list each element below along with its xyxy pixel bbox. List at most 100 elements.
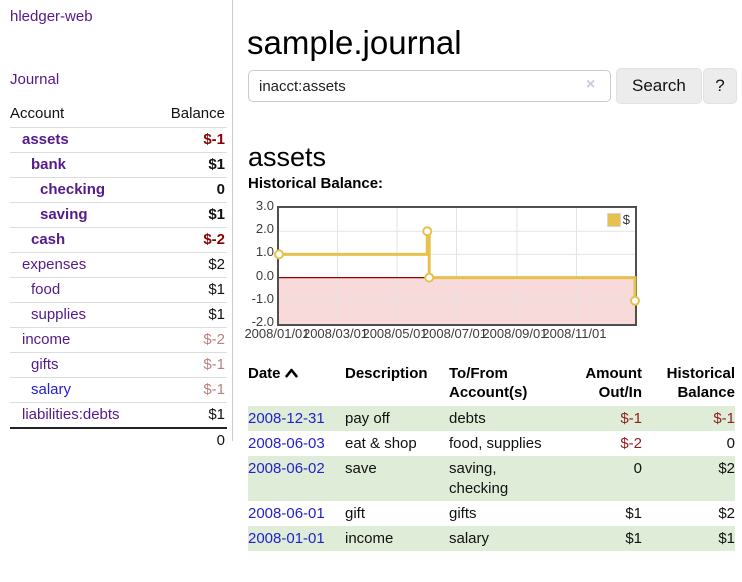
nav-journal-link[interactable]: Journal: [10, 71, 60, 88]
legend-swatch-icon: [606, 212, 621, 227]
register-header-date-label: Date: [248, 365, 281, 382]
sidebar-account-cell: bank: [10, 152, 152, 178]
register-accounts-cell: gifts: [449, 505, 477, 522]
sidebar-account-cell: gifts: [10, 352, 152, 378]
sidebar-total-row: 0: [10, 427, 227, 453]
chart-plot-area: $: [274, 206, 640, 326]
register-balance-cell: $2: [718, 505, 735, 522]
y-axis-tick-label: 3.0: [255, 198, 274, 213]
sidebar-total-spacer: [10, 427, 152, 453]
x-axis-tick-label: 2008/05/01: [362, 326, 428, 341]
accounts-header-account: Account: [10, 101, 152, 128]
sidebar-account-link[interactable]: cash: [31, 231, 66, 248]
sidebar-account-link[interactable]: salary: [31, 381, 72, 398]
sidebar-account-balance: $-1: [152, 127, 227, 153]
sidebar-account-cell: salary: [10, 377, 152, 403]
register-date-cell: 2008-06-03: [248, 431, 345, 456]
register-balance-cell: $-1: [713, 410, 735, 427]
sidebar-account-cell: food: [10, 277, 152, 303]
register-date-link[interactable]: 2008-06-01: [248, 505, 325, 522]
sidebar-account-balance: $-2: [152, 227, 227, 253]
sidebar-account-link[interactable]: supplies: [31, 306, 87, 323]
sidebar-account-link[interactable]: assets: [22, 131, 69, 148]
x-axis-tick-label: 2008/11/01: [542, 326, 607, 341]
sidebar-account-row: expenses $2: [10, 252, 227, 278]
register-row: 2008-06-01 gift gifts $1 $2: [248, 501, 735, 526]
sidebar-account-link[interactable]: liabilities:debts: [22, 406, 120, 423]
sidebar-account-cell: cash: [10, 227, 152, 253]
y-axis-tick-label: -1.0: [251, 290, 274, 306]
historical-balance-chart: 3.0 2.0 1.0 0.0 -1.0 -2.0 $ 2008/01/01 2008/03…: [244, 196, 742, 348]
register-header-date[interactable]: Date: [248, 361, 345, 406]
sidebar-account-cell: checking: [10, 177, 152, 203]
accounts-header-balance: Balance: [152, 101, 227, 128]
help-button[interactable]: ?: [703, 68, 737, 104]
register-accounts-cell: saving, checking: [449, 460, 509, 497]
sidebar-account-cell: liabilities:debts: [10, 403, 152, 429]
sidebar-account-row: bank $1: [10, 152, 227, 178]
register-header-description: Description: [345, 365, 428, 382]
sidebar-account-link[interactable]: checking: [40, 181, 106, 198]
register-description-cell: eat & shop: [345, 435, 417, 452]
register-header-balance: Historical Balance: [666, 365, 735, 401]
sidebar-account-link[interactable]: income: [22, 331, 71, 348]
register-date-link[interactable]: 2008-06-02: [248, 460, 325, 477]
register-amount-cell: $-1: [620, 410, 642, 427]
register-balance-cell: $2: [718, 460, 735, 477]
search-button[interactable]: Search: [616, 68, 702, 104]
register-accounts-cell: food, supplies: [449, 435, 542, 452]
data-point-marker: [630, 295, 640, 306]
clear-search-icon[interactable]: ×: [586, 76, 596, 93]
app-title-link[interactable]: hledger-web: [10, 8, 93, 25]
sidebar-account-balance: $1: [152, 302, 227, 328]
sidebar-account-link[interactable]: saving: [40, 206, 88, 223]
chart-title: Historical Balance:: [248, 175, 384, 192]
sidebar-account-balance: 0: [152, 177, 227, 203]
sidebar-account-cell: supplies: [10, 302, 152, 328]
sidebar-account-balance: $1: [208, 406, 225, 423]
y-axis-tick-label: -2.0: [251, 314, 274, 329]
register-table: Date Description To/From Account(s) Amou…: [248, 361, 735, 551]
register-date-link[interactable]: 2008-01-01: [248, 530, 325, 547]
x-axis-tick-label: 2008/01/01: [244, 326, 310, 341]
sidebar-account-row: supplies $1: [10, 302, 227, 328]
sidebar-account-link[interactable]: expenses: [22, 256, 87, 273]
register-accounts-cell: debts: [449, 410, 486, 427]
y-axis-tick-label: 2.0: [255, 221, 274, 237]
data-point-marker: [422, 226, 433, 237]
register-balance-cell: 0: [726, 435, 735, 452]
sidebar-account-cell: assets: [10, 127, 152, 153]
sidebar-account-link[interactable]: gifts: [31, 356, 59, 373]
accounts-header-row: Account Balance: [10, 101, 227, 128]
register-accounts-cell: salary: [449, 530, 490, 547]
register-date-cell: 2008-12-31: [248, 406, 345, 431]
sidebar: hledger-web Journal Account Balance asse…: [0, 0, 233, 453]
register-description-cell: income: [345, 530, 394, 547]
chart-legend: $: [604, 211, 632, 228]
sidebar-account-row: assets $-1: [10, 127, 227, 153]
sidebar-account-row: salary $-1: [10, 377, 227, 403]
register-date-cell: 2008-06-01: [248, 501, 345, 526]
register-header-amount: Amount Out/In: [585, 365, 642, 401]
x-axis-tick-label: 2008/07/01: [421, 326, 488, 341]
register-header-row: Date Description To/From Account(s) Amou…: [248, 361, 735, 406]
register-date-cell: 2008-01-01: [248, 526, 345, 551]
y-axis-tick-label: 1.0: [255, 244, 274, 260]
register-row: 2008-06-02 save saving, checking 0 $2: [248, 456, 735, 501]
register-date-link[interactable]: 2008-12-31: [248, 410, 325, 427]
register-description-cell: pay off: [345, 410, 390, 427]
sidebar-account-balance: $2: [152, 252, 227, 278]
account-heading: assets: [248, 142, 327, 173]
x-axis-tick-label: 2008/03/01: [302, 326, 369, 341]
sidebar-account-link[interactable]: food: [31, 281, 61, 298]
sidebar-account-link[interactable]: bank: [31, 156, 67, 173]
search-input[interactable]: [248, 70, 611, 102]
register-amount-cell: $1: [625, 530, 642, 547]
sidebar-account-row: saving $1: [10, 202, 227, 228]
register-date-link[interactable]: 2008-06-03: [248, 435, 325, 452]
legend-label: $: [622, 212, 630, 227]
sidebar-account-balance: $1: [152, 277, 227, 303]
sort-ascending-icon: [284, 364, 298, 383]
page-title: sample.journal: [247, 24, 462, 62]
